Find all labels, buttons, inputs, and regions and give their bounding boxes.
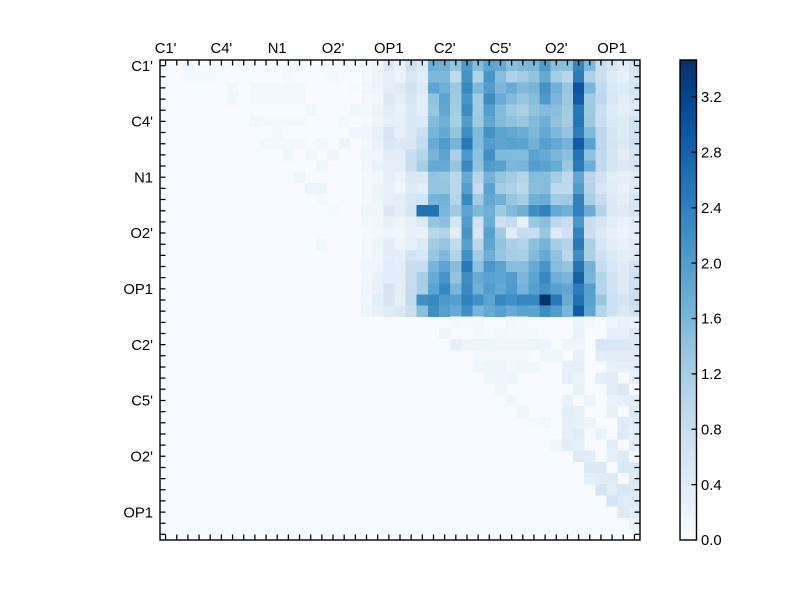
svg-text:N1: N1: [134, 170, 153, 186]
svg-text:N1: N1: [268, 41, 287, 57]
svg-text:OP1: OP1: [123, 282, 153, 298]
svg-text:2.8: 2.8: [701, 146, 722, 162]
svg-text:C5': C5': [131, 394, 153, 410]
svg-text:O2': O2': [130, 226, 153, 242]
svg-text:C1': C1': [155, 41, 177, 57]
svg-text:0.4: 0.4: [701, 478, 722, 494]
svg-text:1.6: 1.6: [701, 312, 722, 328]
svg-text:O2': O2': [130, 450, 153, 466]
svg-text:2.4: 2.4: [701, 201, 722, 217]
svg-text:3.2: 3.2: [701, 90, 722, 106]
svg-text:OP1: OP1: [374, 41, 404, 57]
svg-text:C1': C1': [131, 59, 153, 75]
svg-text:0.0: 0.0: [701, 533, 722, 549]
svg-text:C2': C2': [434, 41, 456, 57]
svg-text:2.0: 2.0: [701, 256, 722, 272]
svg-text:C2': C2': [131, 338, 153, 354]
svg-text:O2': O2': [545, 41, 568, 57]
svg-text:O2': O2': [322, 41, 345, 57]
svg-text:C4': C4': [131, 115, 153, 131]
svg-text:OP1: OP1: [597, 41, 627, 57]
svg-text:1.2: 1.2: [701, 367, 722, 383]
svg-text:C5': C5': [490, 41, 512, 57]
svg-text:0.8: 0.8: [701, 422, 722, 438]
svg-text:C4': C4': [211, 41, 233, 57]
svg-text:OP1: OP1: [123, 505, 153, 521]
